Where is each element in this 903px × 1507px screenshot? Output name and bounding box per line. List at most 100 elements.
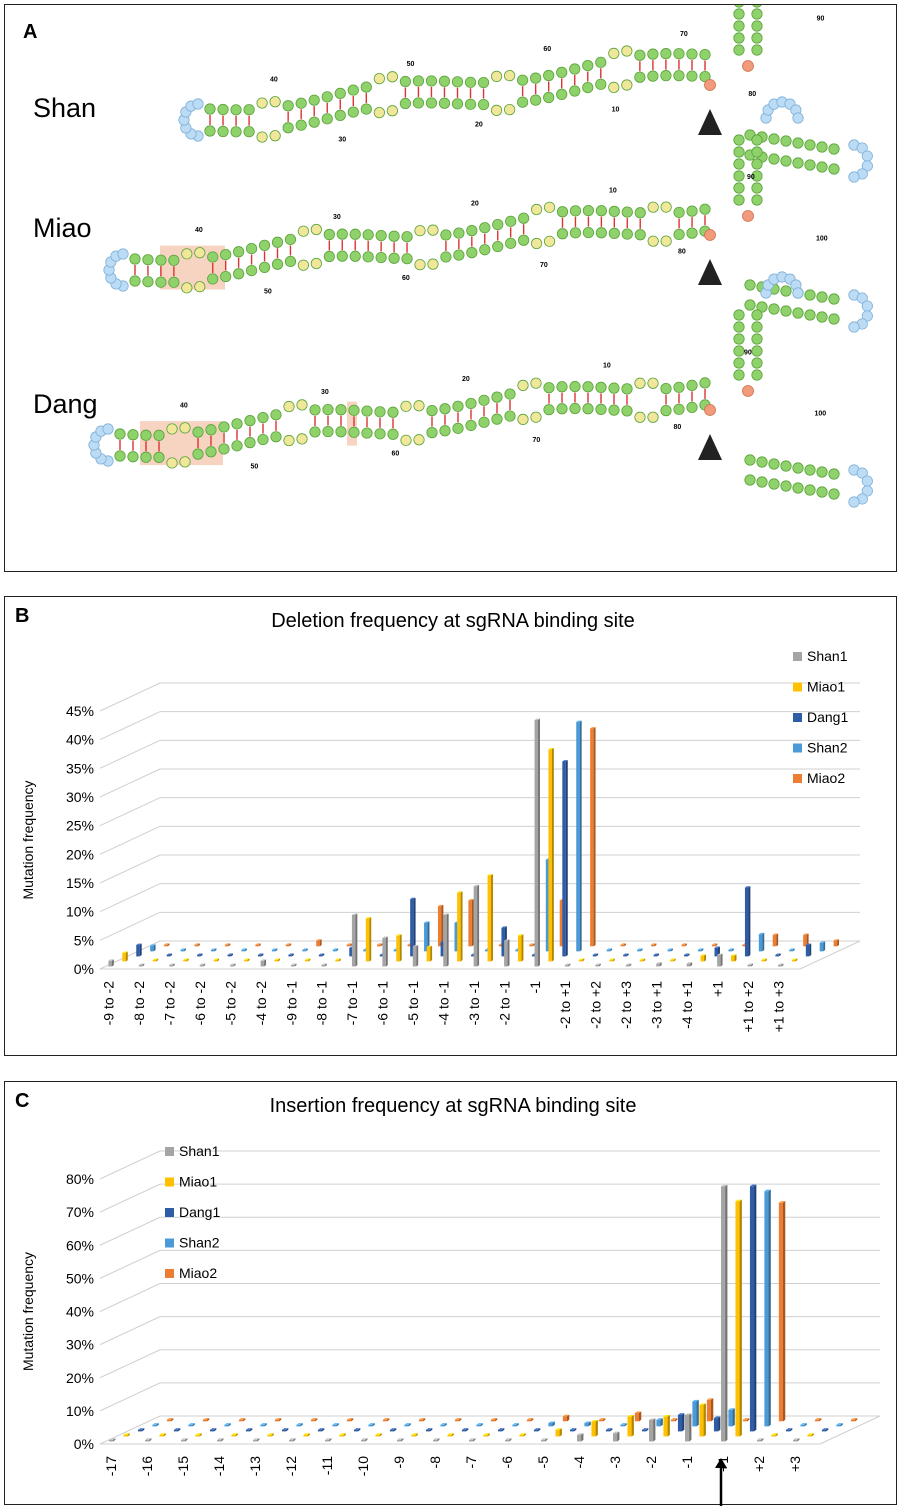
bar-front — [742, 1419, 747, 1422]
bar-top — [211, 948, 217, 950]
bar-side — [127, 1433, 130, 1437]
bar-top — [368, 1423, 375, 1425]
bar-front — [700, 955, 705, 962]
nucleotide-bead — [517, 74, 529, 86]
bar-miao2 — [681, 943, 687, 947]
bar-top — [180, 948, 186, 950]
nucleotide-bead — [334, 109, 346, 121]
bar-side — [732, 1408, 735, 1427]
bar-front — [426, 947, 431, 962]
bar-top — [166, 953, 173, 955]
nucleotide-bead — [780, 135, 792, 147]
nucleotide-bead — [477, 76, 490, 89]
bar-dang1 — [821, 1428, 829, 1432]
bar-top — [757, 1438, 764, 1440]
bar-shan2 — [620, 1423, 627, 1427]
x-tick-label: -4 to +1 — [679, 981, 695, 1029]
nucleotide-bead — [220, 248, 232, 261]
bar-side — [275, 948, 278, 952]
loop-bead — [848, 171, 860, 183]
bar-shan2 — [656, 1418, 663, 1427]
bar-side — [149, 1438, 152, 1442]
nucleotide-bead — [375, 251, 387, 264]
bar-front — [699, 1404, 704, 1437]
bar-dang1 — [497, 1428, 505, 1432]
bar-miao2 — [255, 943, 261, 947]
nucleotide-bead — [438, 97, 451, 109]
bar-dang1 — [684, 953, 690, 957]
gridline-side — [99, 854, 161, 884]
bar-miao2 — [850, 1418, 858, 1422]
nucleotide-bead — [828, 468, 840, 480]
bar-shan2 — [424, 921, 430, 952]
nucleotide-bead — [386, 105, 398, 117]
gridline-side — [99, 1382, 161, 1412]
bar-shan1 — [685, 1413, 692, 1442]
position-label: 30 — [321, 389, 329, 396]
nucleotide-bead — [647, 48, 659, 60]
nucleotide-bead — [595, 78, 607, 90]
nucleotide-bead — [751, 194, 763, 206]
bar-side — [355, 913, 358, 967]
bar-top — [195, 1433, 202, 1435]
legend-swatch — [165, 1208, 174, 1217]
cut-site-arrowhead — [698, 259, 722, 285]
bar-top — [188, 1423, 195, 1425]
nucleotide-bead — [335, 404, 347, 416]
nucleotide-bead — [804, 484, 816, 496]
nucleotide-bead — [361, 405, 373, 417]
bar-top — [224, 943, 231, 945]
bar-front — [501, 927, 505, 957]
bar-side — [437, 1438, 440, 1442]
bar-side — [142, 963, 145, 967]
bar-side — [250, 1428, 253, 1432]
bar-shan2 — [789, 948, 795, 952]
bar-top — [217, 1438, 224, 1440]
bar-shan2 — [728, 1408, 735, 1427]
nucleotide-bead — [634, 377, 646, 389]
nucleotide-bead — [828, 293, 840, 305]
bar-side — [291, 953, 294, 957]
nucleotide-bead — [751, 32, 763, 44]
bar-top — [303, 1433, 310, 1435]
floor-right — [819, 1415, 881, 1445]
nucleotide-bead — [153, 429, 165, 441]
nucleotide-bead — [140, 451, 152, 463]
nucleotide-bead — [673, 70, 685, 82]
bar-front — [469, 1439, 474, 1442]
bar-front — [711, 944, 716, 947]
nucleotide-bead — [360, 103, 372, 115]
nucleotide-bead — [243, 104, 255, 116]
bar-side — [840, 1423, 843, 1427]
bar-top — [274, 958, 280, 960]
loop-bead — [848, 321, 860, 333]
bar-top — [411, 1433, 418, 1435]
nucleotide-bead — [386, 71, 398, 83]
bar-dang1 — [605, 1428, 613, 1432]
bar-miao2 — [490, 1418, 498, 1422]
bar-miao1 — [791, 958, 798, 962]
nucleotide-bead — [804, 309, 816, 321]
bar-side — [221, 1438, 224, 1442]
rna-structure-miao: Miao 40 50 30 60 20 70 10 80 90 100 — [33, 96, 873, 333]
bar-miao1 — [578, 958, 585, 962]
nucleotide-bead — [491, 413, 503, 425]
bar-side — [684, 943, 687, 947]
bar-front — [122, 952, 126, 962]
nucleotide-bead — [348, 404, 360, 416]
bar-top — [791, 958, 798, 960]
up-arrow-icon — [715, 1458, 727, 1506]
bar-top — [238, 1418, 246, 1420]
nucleotide-bead — [608, 404, 620, 416]
y-tick-label: 10% — [66, 1403, 94, 1419]
nucleotide-bead — [517, 96, 529, 108]
bar-miao1 — [555, 1428, 562, 1437]
loop-bead — [192, 98, 204, 110]
bar-top — [697, 948, 704, 950]
bar-front — [649, 1419, 654, 1442]
bar-top — [317, 1428, 325, 1430]
bar-miao2 — [166, 1418, 174, 1422]
nucleotide-bead — [207, 273, 219, 285]
bar-front — [761, 959, 765, 962]
bar-side — [231, 953, 233, 957]
